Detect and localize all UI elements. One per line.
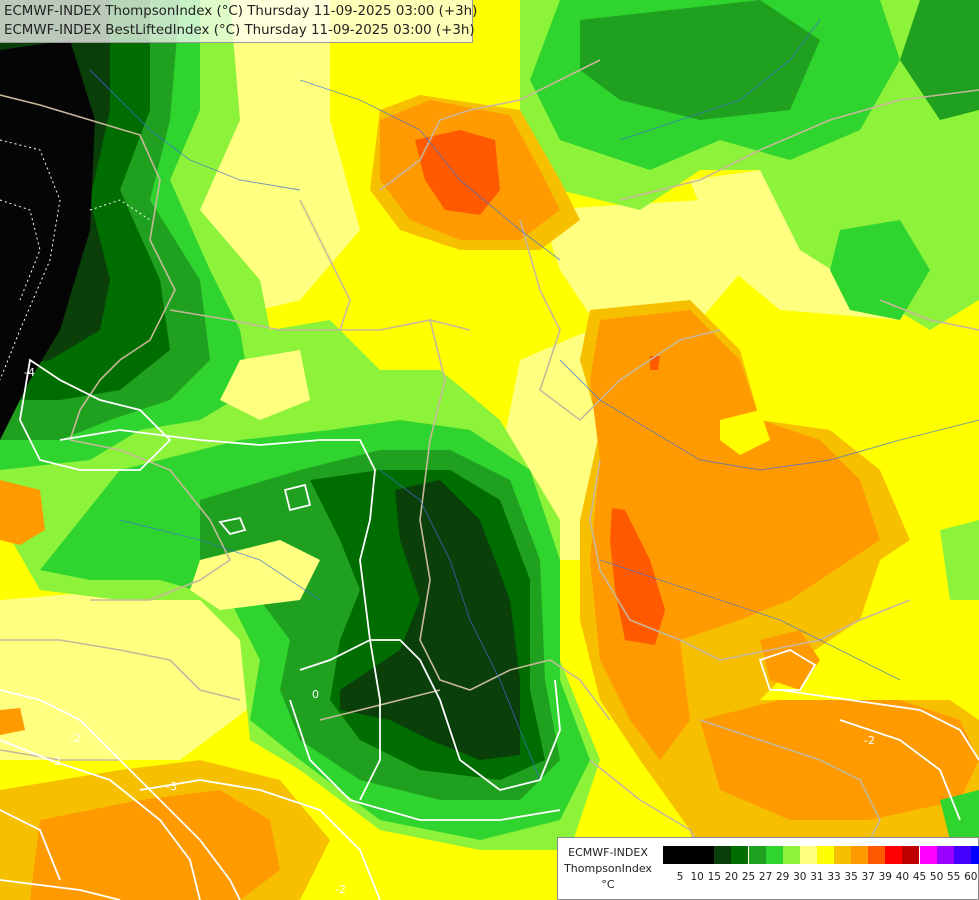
contour-label: -3 <box>166 780 177 793</box>
red-spot <box>650 356 660 370</box>
pale-area <box>540 200 760 330</box>
green-spot <box>940 520 979 600</box>
legend-swatch <box>851 846 869 864</box>
orange-spot-west <box>0 708 25 735</box>
legend-swatch <box>748 846 766 864</box>
green-spot <box>900 0 979 120</box>
orange-zone-east <box>590 310 880 760</box>
legend-tick-label: 33 <box>827 871 841 883</box>
legend-title: ECMWF-INDEX <box>568 846 648 859</box>
map-title: ECMWF-INDEX ThompsonIndex (°C) Thursday … <box>0 0 477 43</box>
legend-swatch <box>799 846 817 864</box>
legend-swatch <box>697 846 715 864</box>
color-legend: ECMWF-INDEX ThompsonIndex °C 5 10 15 20 25 27… <box>557 837 979 900</box>
legend-swatch <box>731 846 749 864</box>
contour-label: -2 <box>864 734 875 747</box>
green-zone-north <box>580 0 820 120</box>
pale-area <box>190 540 320 610</box>
dark-green-core <box>340 480 520 760</box>
legend-tick-label: 39 <box>878 871 892 883</box>
dotted-contours <box>0 139 151 381</box>
legend-tick-label: 25 <box>741 871 756 883</box>
legend-swatch <box>936 846 954 864</box>
legend-swatch <box>663 846 680 864</box>
orange-spot-west <box>0 480 45 545</box>
legend-swatch <box>765 846 783 864</box>
rivers <box>89 19 979 781</box>
legend-swatch <box>885 846 903 864</box>
legend-tick-label: 15 <box>707 871 721 883</box>
legend-swatch <box>868 846 886 864</box>
legend-tick-label: 29 <box>776 871 790 883</box>
black-zone-west <box>0 40 95 440</box>
legend-tick-label: 37 <box>861 871 875 883</box>
yellow-spot <box>720 410 770 455</box>
legend-tick-label: 27 <box>758 871 773 883</box>
legend-tick-label: 40 <box>895 871 910 883</box>
legend-tick-label: 50 <box>929 871 944 883</box>
legend-variable: ThompsonIndex <box>564 862 652 875</box>
legend-tick-label: 45 <box>912 871 927 883</box>
yellow-spot <box>900 600 979 660</box>
contour-label: -4 <box>24 366 35 379</box>
legend-tick-label: 55 <box>947 871 961 883</box>
red-zone-north <box>415 130 500 215</box>
title-line-thompson: ECMWF-INDEX ThompsonIndex (°C) Thursday … <box>4 4 478 19</box>
pale-area <box>0 580 260 760</box>
legend-tick-label: 10 <box>690 871 704 883</box>
contour-label: 0 <box>312 688 319 701</box>
legend-swatch <box>834 846 851 864</box>
legend-swatch <box>680 846 698 864</box>
legend-swatch <box>970 846 979 864</box>
legend-swatch <box>816 846 834 864</box>
legend-tick-label: 30 <box>793 871 807 883</box>
contour-label: -2 <box>70 732 81 745</box>
pale-area <box>220 350 310 420</box>
orange-zone-southeast <box>700 700 979 820</box>
legend-swatch <box>714 846 732 864</box>
lifted-index-contours <box>0 358 979 900</box>
legend-tick-label: 20 <box>724 871 739 883</box>
legend-tick-label: 31 <box>810 871 824 883</box>
country-borders <box>0 59 979 881</box>
legend-swatch <box>782 846 800 864</box>
contour-label: -2 <box>50 755 61 768</box>
legend-unit: °C <box>601 878 615 891</box>
title-line-bestlifted: ECMWF-INDEX BestLiftedIndex (°C) Thursda… <box>4 23 475 38</box>
orange-zone-southwest <box>30 790 280 900</box>
legend-swatch <box>902 846 920 864</box>
legend-swatch <box>919 846 937 864</box>
legend-swatch <box>953 846 971 864</box>
orange-spot <box>760 630 820 690</box>
legend-tick-label: 60 <box>964 871 978 883</box>
legend-tick-label: 35 <box>844 871 858 883</box>
legend-tick-label: 5 <box>676 871 684 883</box>
contour-label: -2 <box>335 883 346 896</box>
green-spot <box>830 220 930 320</box>
